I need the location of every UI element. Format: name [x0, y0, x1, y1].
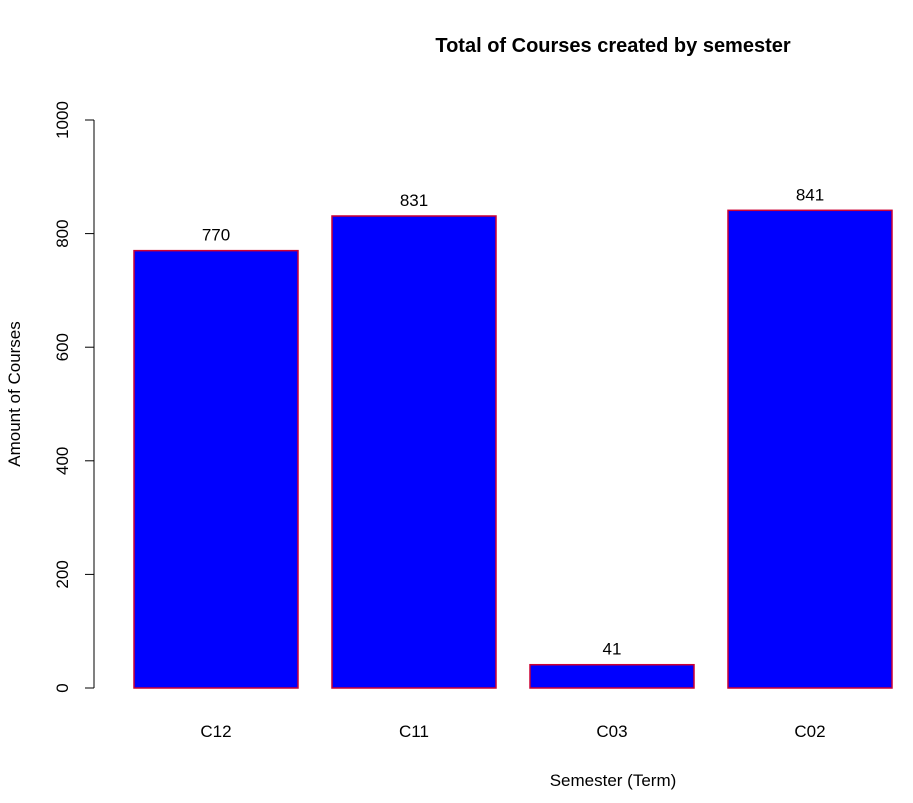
y-tick-label: 400 — [53, 447, 72, 475]
data-label: 41 — [603, 640, 622, 659]
y-axis-label: Amount of Courses — [5, 321, 24, 467]
x-tick-label: C11 — [399, 722, 429, 741]
data-label: 831 — [400, 191, 428, 210]
y-tick-label: 200 — [53, 560, 72, 588]
x-axis-label: Semester (Term) — [550, 771, 677, 790]
y-tick-label: 0 — [53, 683, 72, 692]
bars — [133, 209, 893, 689]
y-axis: 0 200 400 600 800 1000 — [53, 101, 95, 693]
x-tick-label: C03 — [596, 722, 627, 741]
data-labels: 770 831 41 841 — [202, 185, 824, 658]
data-label: 841 — [796, 185, 824, 204]
y-tick-label: 800 — [53, 219, 72, 247]
bar-c11 — [331, 215, 497, 689]
x-tick-label: C02 — [794, 722, 825, 741]
bar-c03 — [529, 663, 695, 689]
x-tick-label: C12 — [200, 722, 231, 741]
x-tick-labels: C12 C11 C03 C02 — [200, 722, 825, 741]
y-tick-label: 600 — [53, 333, 72, 361]
bar-c02 — [727, 209, 893, 689]
y-tick-label: 1000 — [53, 101, 72, 139]
bar-c12 — [133, 249, 299, 689]
chart-title: Total of Courses created by semester — [435, 35, 791, 57]
data-label: 770 — [202, 226, 230, 245]
